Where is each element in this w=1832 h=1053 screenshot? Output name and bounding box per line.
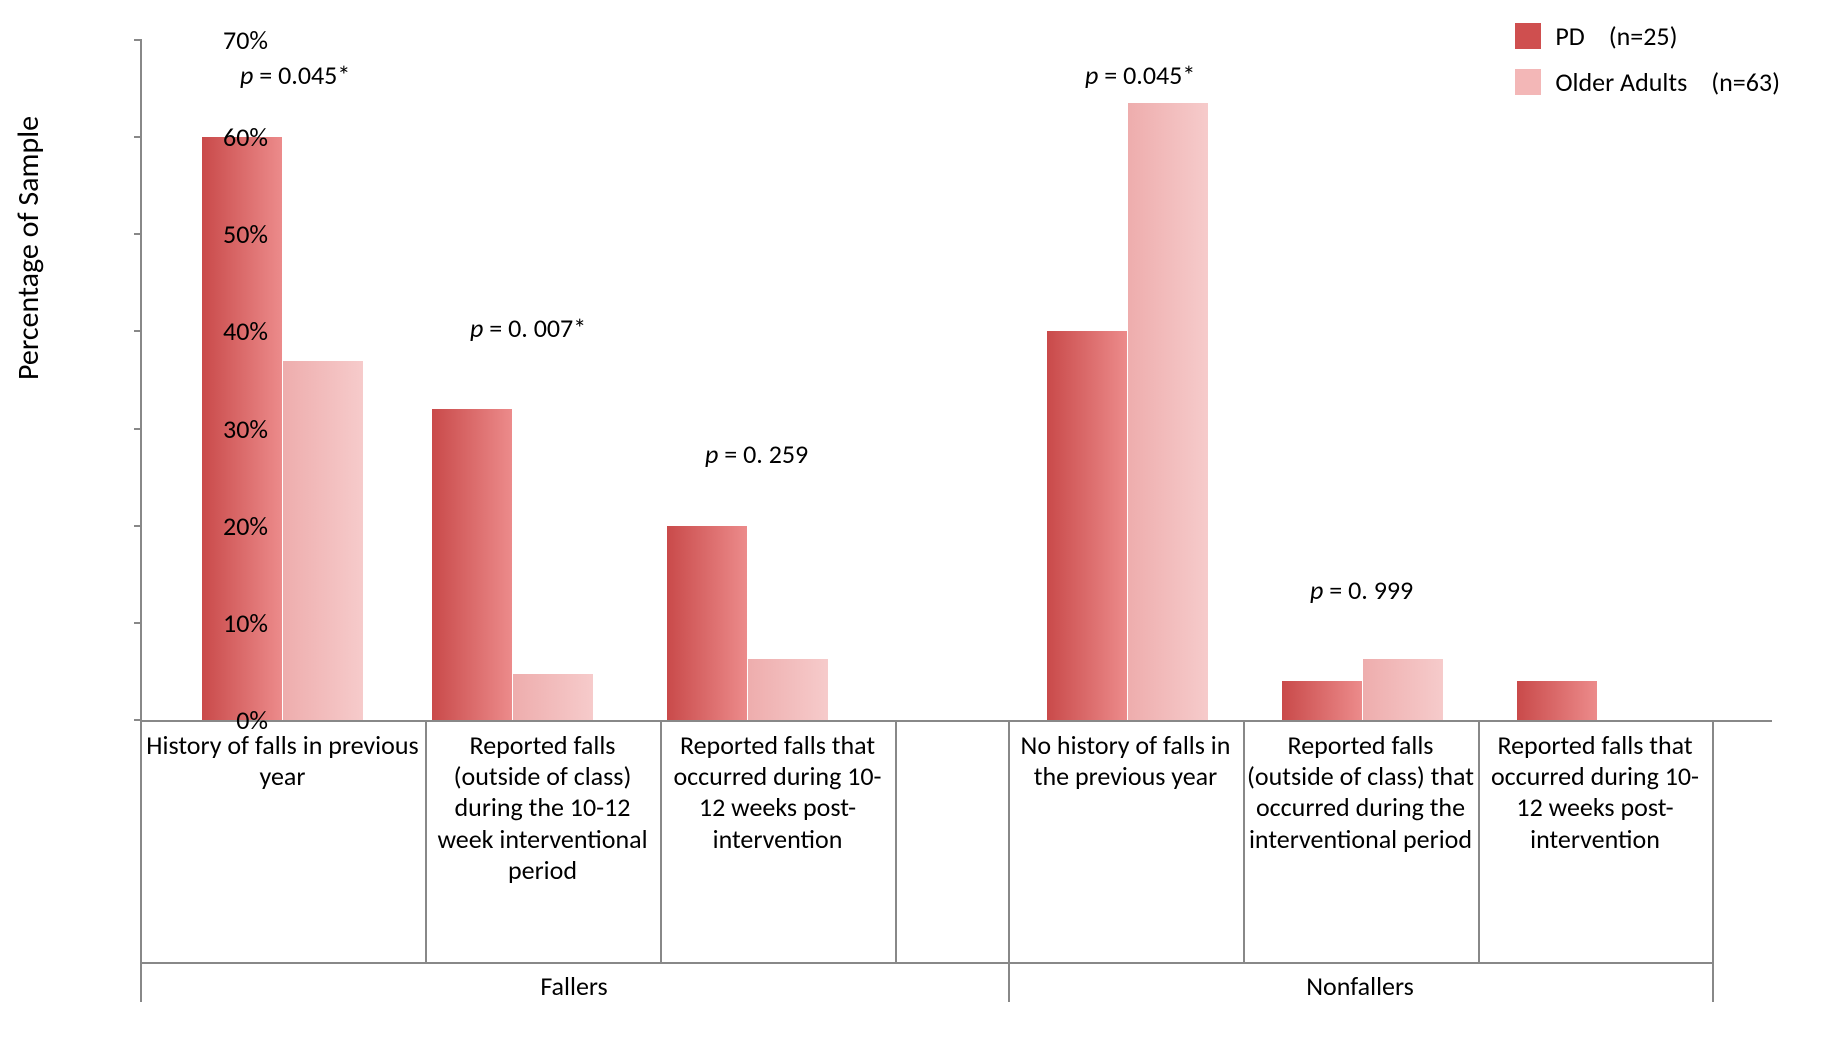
- y-tick: [134, 330, 142, 332]
- bar-oa: [283, 361, 363, 720]
- legend-item-oa: Older Adults (n=63): [1515, 66, 1780, 98]
- bar-pd: [1517, 681, 1597, 720]
- category-label: Reported falls (outside of class) that o…: [1247, 730, 1474, 855]
- chart-container: Percentage of Sample PD (n=25) Older Adu…: [40, 10, 1810, 1040]
- p-value-annotation: p = 0. 259: [705, 438, 808, 470]
- p-value-annotation: p = 0.045*: [240, 59, 350, 91]
- bar-oa: [513, 674, 593, 720]
- bar-pd: [667, 526, 747, 720]
- category-separator: [1243, 722, 1245, 962]
- legend: PD (n=25) Older Adults (n=63): [1515, 20, 1780, 112]
- group-label: Fallers: [140, 970, 1008, 1002]
- category-label: Reported falls that occurred during 10-1…: [1482, 730, 1708, 855]
- bar-pd: [432, 409, 512, 720]
- bar-pd: [1047, 331, 1127, 720]
- category-label: History of falls in previous year: [144, 730, 421, 792]
- p-value-annotation: p = 0. 999: [1310, 574, 1413, 606]
- legend-n-oa: (n=63): [1711, 66, 1780, 98]
- group-separator: [1712, 722, 1714, 1002]
- y-tick: [134, 525, 142, 527]
- y-tick-label: 60%: [178, 121, 268, 153]
- plot-area: [140, 40, 1772, 722]
- legend-swatch-pd: [1515, 23, 1541, 49]
- category-label: No history of falls in the previous year: [1012, 730, 1239, 792]
- p-value-annotation: p = 0. 007*: [470, 312, 586, 344]
- group-baseline: [1008, 962, 1712, 964]
- legend-item-pd: PD (n=25): [1515, 20, 1780, 52]
- category-separator: [425, 722, 427, 962]
- bar-oa: [1128, 103, 1208, 720]
- y-tick: [134, 136, 142, 138]
- category-label: Reported falls that occurred during 10-1…: [664, 730, 891, 855]
- group-separator: [140, 722, 142, 1002]
- group-label: Nonfallers: [1008, 970, 1712, 1002]
- category-separator: [895, 722, 897, 962]
- category-label: Reported falls (outside of class) during…: [429, 730, 656, 886]
- group-baseline: [140, 962, 1008, 964]
- bar-pd: [1282, 681, 1362, 720]
- y-axis-label: Percentage of Sample: [10, 116, 47, 380]
- category-separator: [660, 722, 662, 962]
- y-tick-label: 10%: [178, 607, 268, 639]
- group-separator: [1008, 722, 1010, 1002]
- y-tick-label: 20%: [178, 510, 268, 542]
- bar-oa: [748, 659, 828, 720]
- y-tick: [134, 622, 142, 624]
- legend-label-pd: PD: [1555, 20, 1584, 52]
- y-tick-label: 30%: [178, 413, 268, 445]
- legend-n-pd: (n=25): [1609, 20, 1678, 52]
- y-tick-label: 70%: [178, 24, 268, 56]
- bar-oa: [1363, 659, 1443, 720]
- legend-swatch-oa: [1515, 69, 1541, 95]
- y-tick: [134, 39, 142, 41]
- y-tick-label: 40%: [178, 315, 268, 347]
- legend-label-oa: Older Adults: [1555, 66, 1687, 98]
- y-tick-label: 50%: [178, 218, 268, 250]
- y-tick: [134, 428, 142, 430]
- y-tick: [134, 719, 142, 721]
- y-tick: [134, 233, 142, 235]
- p-value-annotation: p = 0.045*: [1085, 59, 1195, 91]
- category-separator: [1478, 722, 1480, 962]
